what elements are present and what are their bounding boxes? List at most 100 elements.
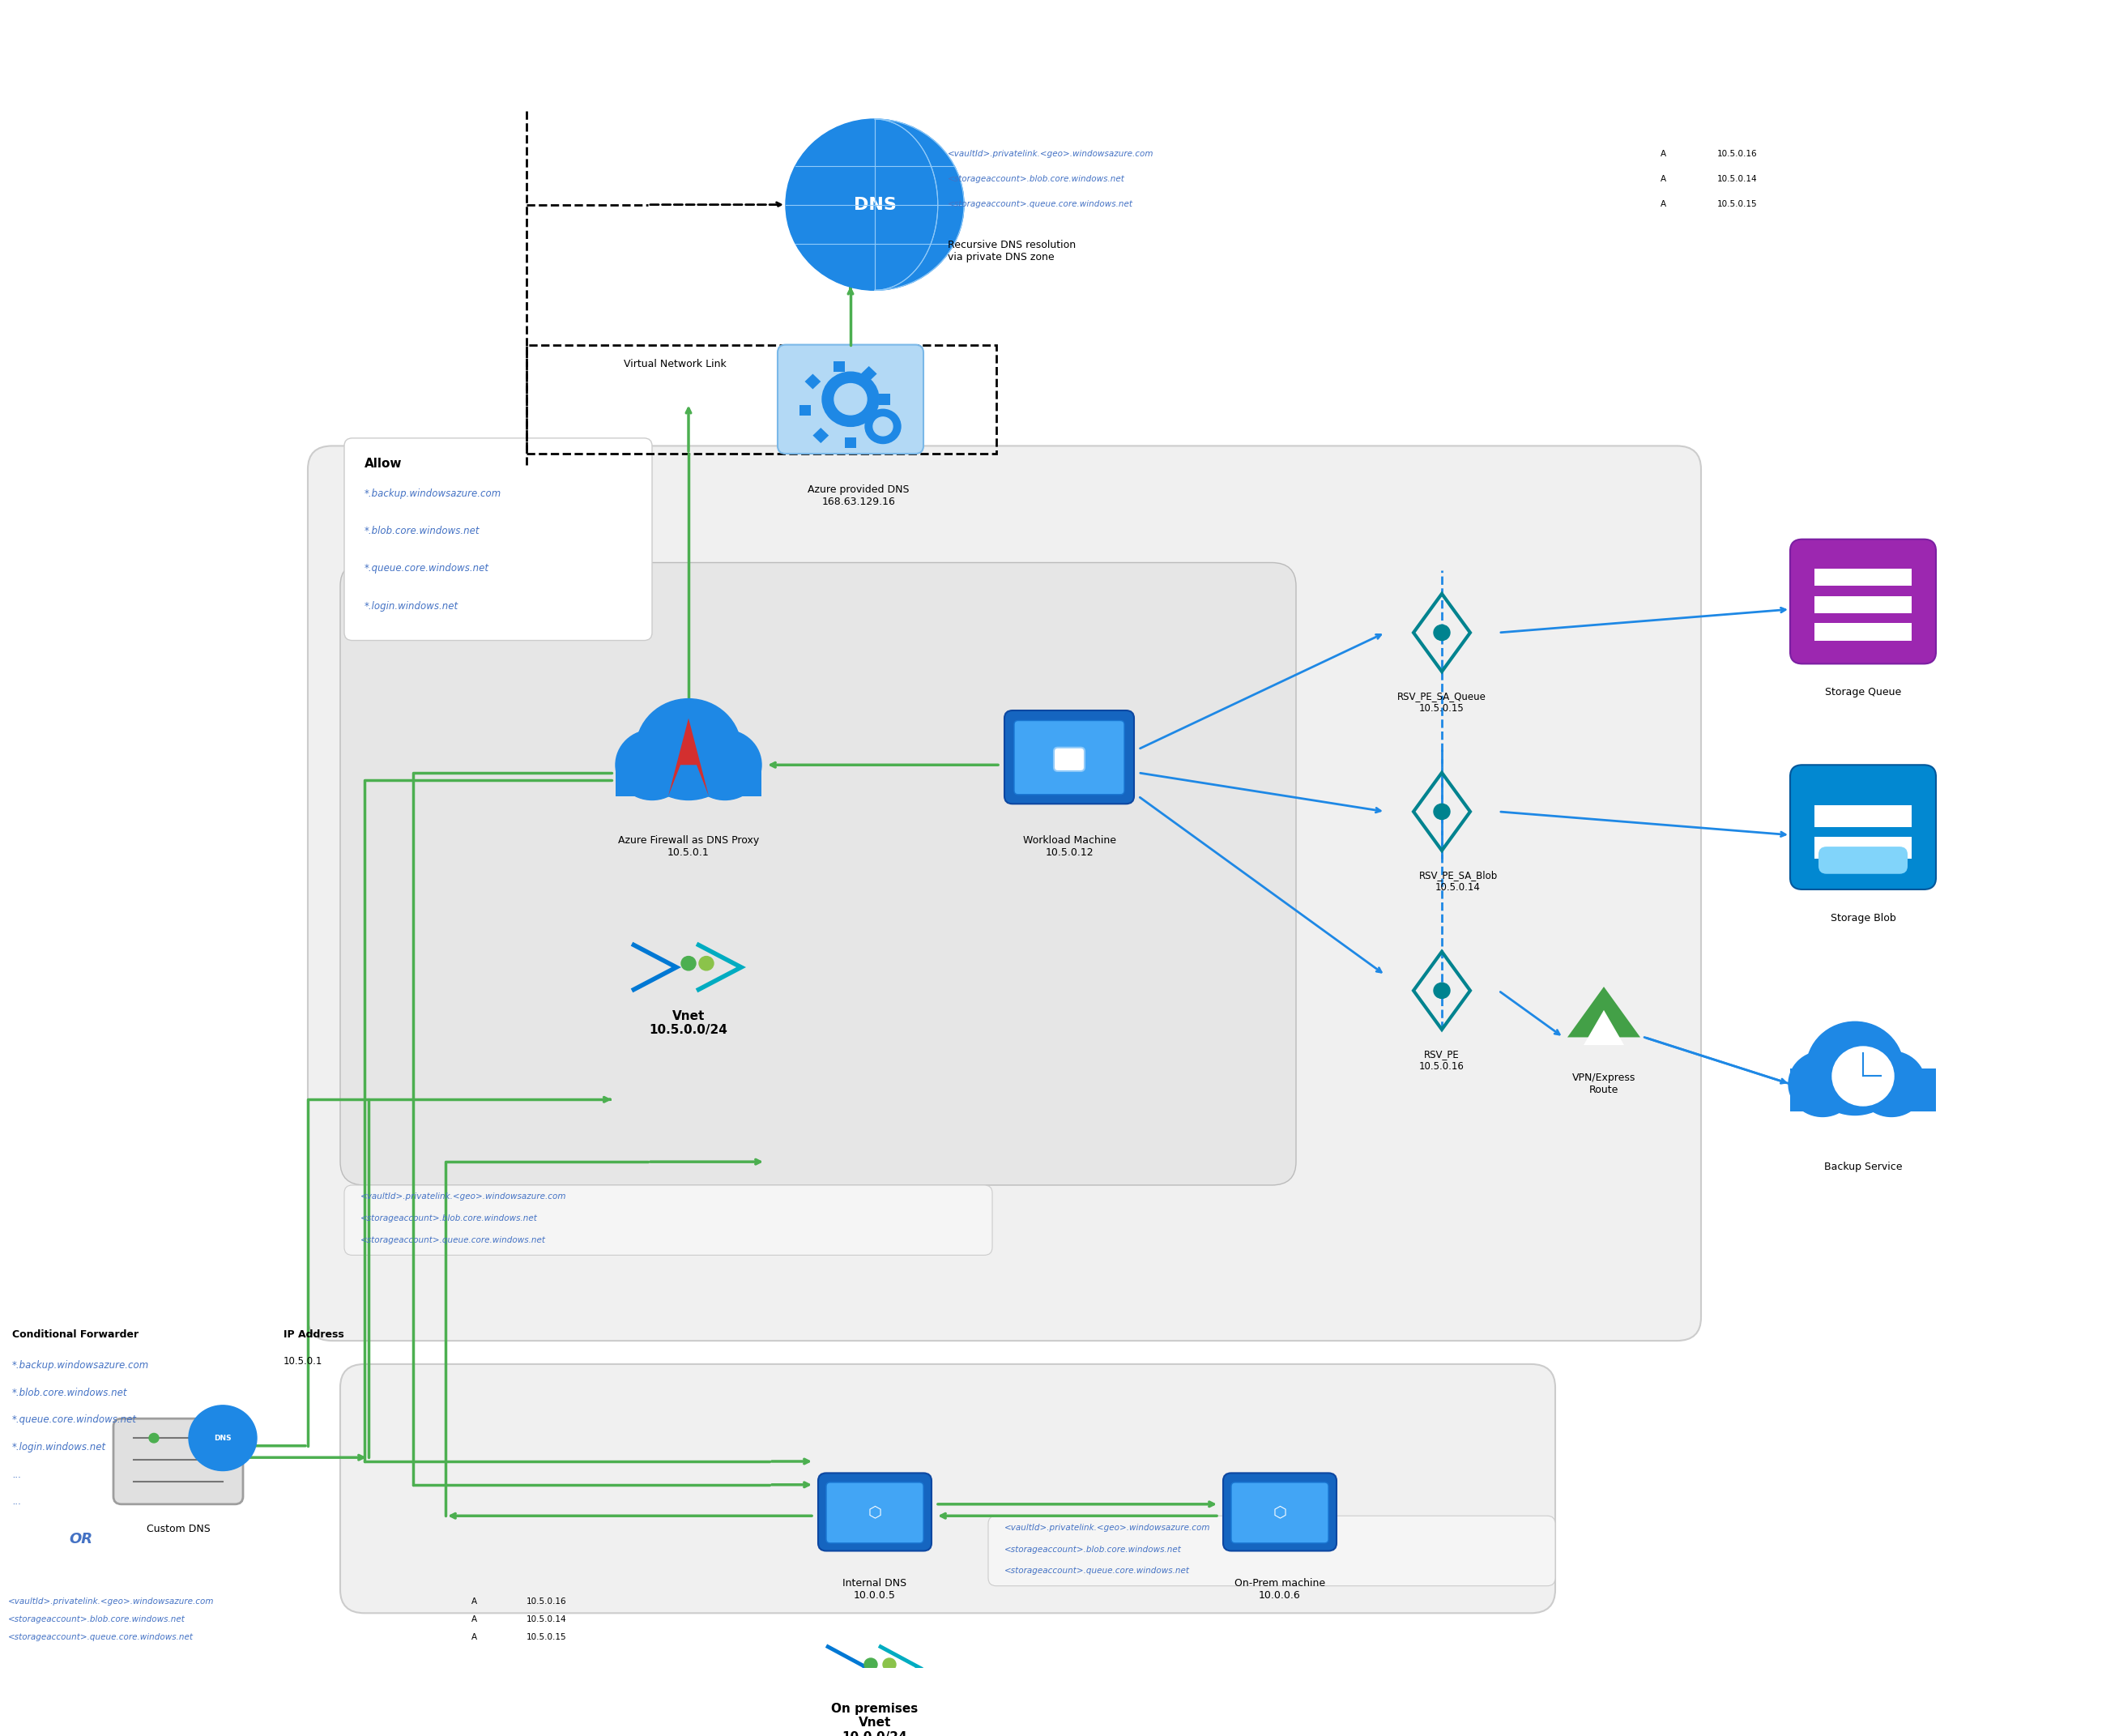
Bar <box>1814 623 1911 641</box>
Circle shape <box>189 1406 256 1470</box>
Text: <storageaccount>.blob.core.windows.net: <storageaccount>.blob.core.windows.net <box>1005 1545 1181 1554</box>
Text: A: A <box>1661 149 1667 158</box>
Circle shape <box>637 700 742 800</box>
Text: ...: ... <box>13 1496 21 1507</box>
FancyBboxPatch shape <box>826 1483 923 1543</box>
Bar <box>845 437 856 448</box>
Text: DNS: DNS <box>214 1434 231 1441</box>
Bar <box>805 373 820 389</box>
Text: Storage Blob: Storage Blob <box>1831 913 1896 924</box>
FancyBboxPatch shape <box>988 1516 1555 1587</box>
Circle shape <box>689 729 761 800</box>
FancyBboxPatch shape <box>1232 1483 1328 1543</box>
Text: On-Prem machine
10.0.0.6: On-Prem machine 10.0.0.6 <box>1234 1578 1324 1601</box>
Text: <vaultId>.privatelink.<geo>.windowsazure.com: <vaultId>.privatelink.<geo>.windowsazure… <box>948 149 1154 158</box>
Text: A: A <box>471 1614 477 1623</box>
Text: <storageaccount>.blob.core.windows.net: <storageaccount>.blob.core.windows.net <box>8 1614 185 1623</box>
Circle shape <box>786 120 965 290</box>
Text: On premises
Vnet
10.0.0/24: On premises Vnet 10.0.0/24 <box>832 1703 919 1736</box>
Text: *.blob.core.windows.net: *.blob.core.windows.net <box>13 1387 128 1397</box>
Text: Azure provided DNS
168.63.129.16: Azure provided DNS 168.63.129.16 <box>807 484 910 507</box>
Text: Vnet
10.5.0.0/24: Vnet 10.5.0.0/24 <box>650 1010 727 1036</box>
Text: ⬡: ⬡ <box>1274 1505 1286 1519</box>
FancyBboxPatch shape <box>1005 710 1133 804</box>
Bar <box>862 366 877 382</box>
Bar <box>1814 837 1911 858</box>
Bar <box>526 345 996 453</box>
Bar <box>879 394 891 404</box>
Polygon shape <box>668 719 708 797</box>
Text: Backup Service: Backup Service <box>1825 1161 1902 1172</box>
Text: Internal DNS
10.0.0.5: Internal DNS 10.0.0.5 <box>843 1578 906 1601</box>
FancyBboxPatch shape <box>778 345 923 453</box>
Text: <storageaccount>.queue.core.windows.net: <storageaccount>.queue.core.windows.net <box>1005 1568 1190 1575</box>
Bar <box>799 404 811 415</box>
Text: RSV_PE_SA_Blob
10.5.0.14: RSV_PE_SA_Blob 10.5.0.14 <box>1419 870 1497 892</box>
Circle shape <box>1789 1052 1856 1116</box>
Bar <box>616 766 761 797</box>
Text: Recursive DNS resolution
via private DNS zone: Recursive DNS resolution via private DNS… <box>948 240 1076 262</box>
Text: ⬡: ⬡ <box>868 1505 881 1519</box>
Bar <box>1791 1068 1936 1111</box>
Text: Virtual Network Link: Virtual Network Link <box>624 359 727 370</box>
Polygon shape <box>1568 986 1640 1038</box>
FancyBboxPatch shape <box>1013 720 1125 795</box>
Circle shape <box>1833 1047 1894 1106</box>
Text: A: A <box>471 1634 477 1641</box>
Text: 10.5.0.1: 10.5.0.1 <box>284 1356 324 1366</box>
Text: A: A <box>1661 175 1667 182</box>
Circle shape <box>681 957 696 970</box>
Text: <storageaccount>.queue.core.windows.net: <storageaccount>.queue.core.windows.net <box>8 1634 193 1641</box>
Bar <box>868 420 885 436</box>
FancyBboxPatch shape <box>114 1418 244 1503</box>
Text: <storageaccount>.queue.core.windows.net: <storageaccount>.queue.core.windows.net <box>948 200 1133 208</box>
Circle shape <box>872 417 893 436</box>
Text: DNS: DNS <box>853 196 895 214</box>
Text: ⬜: ⬜ <box>1066 752 1074 767</box>
Text: 10.5.0.15: 10.5.0.15 <box>526 1634 568 1641</box>
Text: RSV_PE
10.5.0.16: RSV_PE 10.5.0.16 <box>1419 1049 1465 1071</box>
Text: *.backup.windowsazure.com: *.backup.windowsazure.com <box>13 1361 149 1371</box>
Circle shape <box>834 384 866 415</box>
Circle shape <box>1434 804 1450 819</box>
Text: <storageaccount>.queue.core.windows.net: <storageaccount>.queue.core.windows.net <box>359 1236 547 1245</box>
Text: Workload Machine
10.5.0.12: Workload Machine 10.5.0.12 <box>1024 835 1116 858</box>
Circle shape <box>1434 625 1450 641</box>
Bar <box>834 361 845 372</box>
Text: *.login.windows.net: *.login.windows.net <box>364 601 458 611</box>
Text: Allow: Allow <box>364 458 401 470</box>
Text: A: A <box>471 1597 477 1606</box>
Circle shape <box>864 1658 877 1670</box>
Text: *.backup.windowsazure.com: *.backup.windowsazure.com <box>364 488 502 500</box>
Text: Custom DNS: Custom DNS <box>147 1524 210 1535</box>
Text: <vaultId>.privatelink.<geo>.windowsazure.com: <vaultId>.privatelink.<geo>.windowsazure… <box>8 1597 214 1606</box>
Circle shape <box>883 1658 895 1670</box>
Text: 10.5.0.16: 10.5.0.16 <box>1717 149 1757 158</box>
Text: <vaultId>.privatelink.<geo>.windowsazure.com: <vaultId>.privatelink.<geo>.windowsazure… <box>1005 1524 1211 1531</box>
Text: A: A <box>1661 200 1667 208</box>
Circle shape <box>149 1434 160 1443</box>
Circle shape <box>822 372 879 427</box>
Text: <storageaccount>.blob.core.windows.net: <storageaccount>.blob.core.windows.net <box>359 1215 538 1222</box>
Bar <box>1814 595 1911 613</box>
Polygon shape <box>1583 1010 1625 1045</box>
FancyBboxPatch shape <box>345 1186 992 1255</box>
Circle shape <box>616 729 689 800</box>
Circle shape <box>1434 983 1450 998</box>
Text: 10.5.0.15: 10.5.0.15 <box>1717 200 1757 208</box>
Text: Storage Queue: Storage Queue <box>1825 687 1900 698</box>
FancyBboxPatch shape <box>818 1474 931 1550</box>
FancyBboxPatch shape <box>1053 748 1085 771</box>
Circle shape <box>866 410 902 444</box>
Bar <box>1814 569 1911 587</box>
Text: *.blob.core.windows.net: *.blob.core.windows.net <box>364 526 479 536</box>
FancyBboxPatch shape <box>341 1364 1555 1613</box>
Bar <box>1814 806 1911 826</box>
Text: Azure Firewall as DNS Proxy
10.5.0.1: Azure Firewall as DNS Proxy 10.5.0.1 <box>618 835 759 858</box>
Text: IP Address: IP Address <box>284 1330 345 1340</box>
Circle shape <box>1858 1052 1925 1116</box>
FancyBboxPatch shape <box>341 562 1297 1186</box>
Text: VPN/Express
Route: VPN/Express Route <box>1572 1073 1635 1095</box>
FancyBboxPatch shape <box>1818 847 1909 873</box>
Text: RSV_PE_SA_Queue
10.5.0.15: RSV_PE_SA_Queue 10.5.0.15 <box>1398 691 1486 713</box>
